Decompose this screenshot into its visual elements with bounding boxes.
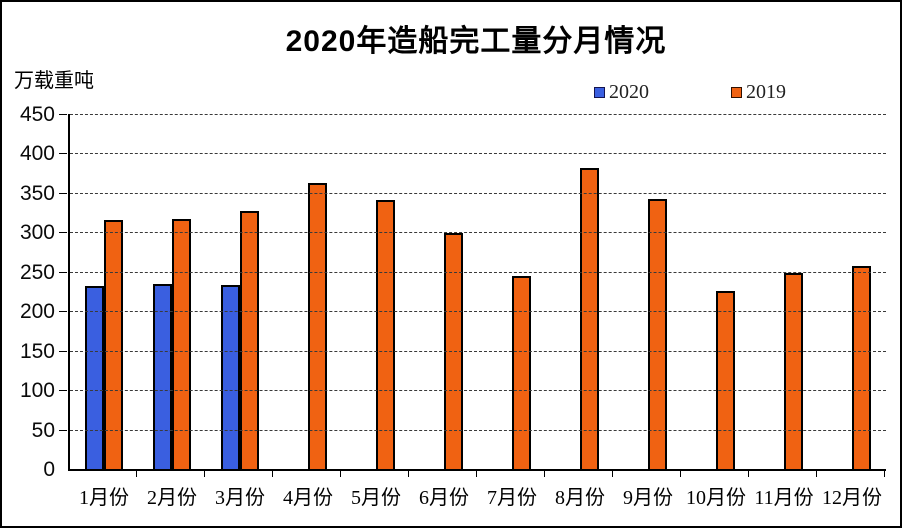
gridline-450 (70, 114, 886, 115)
legend-item-2019: 2019 (731, 82, 786, 102)
bar-group-4月份: 4月份 (274, 114, 342, 509)
gridline-50 (70, 429, 886, 431)
y-tick-label-350: 350 (19, 181, 55, 205)
x-tick-mark (884, 471, 885, 477)
legend-swatch-2020-icon (594, 86, 605, 98)
y-tick-mark (59, 192, 67, 194)
y-tick-mark (59, 153, 67, 155)
x-tick-label-1月份: 1月份 (79, 487, 129, 509)
x-tick-mark (204, 471, 205, 477)
y-tick-mark (59, 350, 67, 352)
x-tick-label-6月份: 6月份 (419, 487, 469, 509)
x-tick-mark (476, 471, 477, 477)
gridline-250 (70, 271, 886, 273)
y-tick-label-300: 300 (19, 221, 55, 245)
x-tick-mark (816, 471, 817, 477)
x-tick-mark (136, 471, 137, 477)
bar-2019-7月份 (512, 275, 531, 469)
bar-2020-1月份 (85, 286, 104, 469)
x-tick-mark (680, 471, 681, 477)
x-tick-label-11月份: 11月份 (754, 487, 814, 509)
gridline-400 (70, 153, 886, 155)
bar-2019-8月份 (580, 167, 599, 469)
bar-2019-4月份 (308, 183, 327, 469)
x-tick-label-9月份: 9月份 (623, 487, 673, 509)
y-tick-label-450: 450 (19, 103, 55, 126)
gridline-150 (70, 350, 886, 352)
y-tick-label-0: 0 (43, 458, 55, 481)
bar-group-1月份: 1月份 (70, 114, 138, 509)
bar-group-5月份: 5月份 (342, 114, 410, 509)
gridline-300 (70, 232, 886, 234)
bar-2019-3月份 (240, 211, 259, 469)
bar-2019-9月份 (648, 199, 667, 469)
gridline-350 (70, 192, 886, 194)
y-tick-label-150: 150 (19, 339, 55, 363)
x-tick-label-10月份: 10月份 (686, 487, 746, 509)
y-tick-mark (59, 429, 67, 431)
bar-groups: 1月份 2月份 3月份 4月份 5月份 6月份 7月份 8月份 9月份 10月份 11月份 12月份 (70, 114, 886, 509)
chart-title: 2020年造船完工量分月情况 (285, 25, 667, 58)
legend-label-2019: 2019 (746, 81, 786, 103)
bar-2020-2月份 (153, 284, 172, 469)
x-tick-mark (272, 471, 273, 477)
y-tick-mark (59, 232, 67, 234)
bar-group-6月份: 6月份 (410, 114, 478, 509)
y-tick-label-100: 100 (19, 379, 55, 403)
legend-label-2020: 2020 (609, 81, 649, 103)
x-tick-mark (544, 471, 545, 477)
x-tick-mark (408, 471, 409, 477)
x-tick-mark (612, 471, 613, 477)
y-tick-label-400: 400 (19, 142, 55, 166)
bar-group-9月份: 9月份 (614, 114, 682, 509)
bar-2019-5月份 (376, 200, 395, 469)
legend-item-2020: 2020 (594, 82, 649, 102)
bar-group-8月份: 8月份 (546, 114, 614, 509)
bar-group-7月份: 7月份 (478, 114, 546, 509)
bar-2019-11月份 (784, 272, 803, 469)
x-tick-label-3月份: 3月份 (215, 487, 265, 509)
x-tick-label-12月份: 12月份 (822, 487, 882, 509)
bar-group-2月份: 2月份 (138, 114, 206, 509)
bar-2020-3月份 (221, 285, 240, 469)
bar-2019-1月份 (104, 219, 123, 469)
x-tick-mark (340, 471, 341, 477)
x-tick-mark (748, 471, 749, 477)
plot-area: 1月份 2月份 3月份 4月份 5月份 6月份 7月份 8月份 9月份 10月份 11月份 12月份 (68, 114, 886, 509)
gridline-100 (70, 390, 886, 392)
bar-group-10月份: 10月份 (682, 114, 750, 509)
y-tick-mark (59, 390, 67, 392)
legend: 2020 2019 (594, 82, 786, 102)
x-tick-label-8月份: 8月份 (555, 487, 605, 509)
bar-2019-2月份 (172, 218, 191, 469)
y-tick-mark (59, 114, 67, 115)
bar-group-12月份: 12月份 (818, 114, 886, 509)
x-tick-label-2月份: 2月份 (147, 487, 197, 509)
y-tick-mark (59, 271, 67, 273)
y-tick-label-200: 200 (19, 300, 55, 324)
x-tick-label-7月份: 7月份 (487, 487, 537, 509)
bar-group-3月份: 3月份 (206, 114, 274, 509)
y-tick-label-250: 250 (19, 260, 55, 284)
bar-group-11月份: 11月份 (750, 114, 818, 509)
y-tick-mark (59, 311, 67, 313)
gridline-200 (70, 311, 886, 313)
bar-2019-10月份 (716, 290, 735, 469)
x-tick-label-5月份: 5月份 (351, 487, 401, 509)
bar-2019-12月份 (852, 266, 871, 469)
x-tick-label-4月份: 4月份 (283, 487, 333, 509)
legend-swatch-2019-icon (731, 86, 742, 98)
y-tick-label-50: 50 (31, 418, 55, 442)
y-axis-unit-label: 万载重吨 (14, 70, 94, 92)
